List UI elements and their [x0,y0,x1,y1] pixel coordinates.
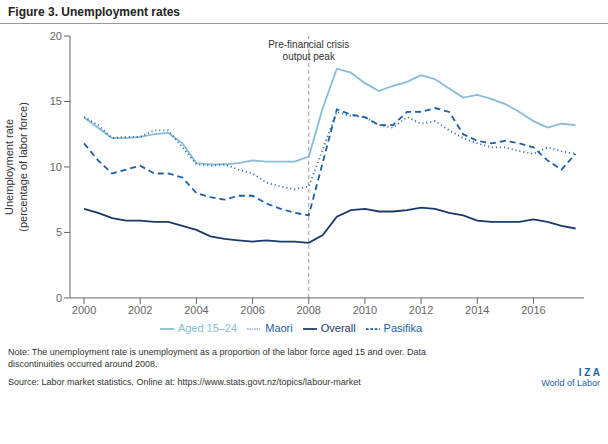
svg-text:2006: 2006 [240,304,264,316]
svg-text:2012: 2012 [409,304,433,316]
svg-text:Pre-financial crisisoutput pea: Pre-financial crisisoutput peak [268,39,349,62]
svg-text:2016: 2016 [521,304,545,316]
html-text:Source: Labor market statistic: Source: Labor market statistics. Online … [8,377,361,388]
html-text:World of Labor: World of Labor [541,378,600,389]
svg-text:2010: 2010 [353,304,377,316]
svg-text:Unemployment rate(percentage o: Unemployment rate(percentage of labor fo… [8,102,29,232]
html-text:Figure 3. Unemployment rates: Figure 3. Unemployment rates [8,5,180,19]
html-text:Note: The unemployment rate is: Note: The unemployment rate is unemploym… [8,347,427,370]
svg-text:2004: 2004 [184,304,208,316]
svg-text:10: 10 [50,161,62,173]
html-text:Pasifika: Pasifika [383,321,423,334]
svg-text:2008: 2008 [297,304,321,316]
svg-text:20: 20 [50,30,62,42]
svg-text:2002: 2002 [128,304,152,316]
svg-text:2000: 2000 [72,304,96,316]
html-text:Aged 15–24: Aged 15–24 [177,321,238,334]
svg-text:15: 15 [50,95,62,107]
svg-text:5: 5 [56,226,62,238]
svg-text:2014: 2014 [465,304,489,316]
html-text:I Z A: I Z A [578,367,600,379]
html-text:Overall: Overall [320,321,356,334]
html-text:Maori: Maori [265,321,293,334]
svg-text:0: 0 [56,292,62,304]
